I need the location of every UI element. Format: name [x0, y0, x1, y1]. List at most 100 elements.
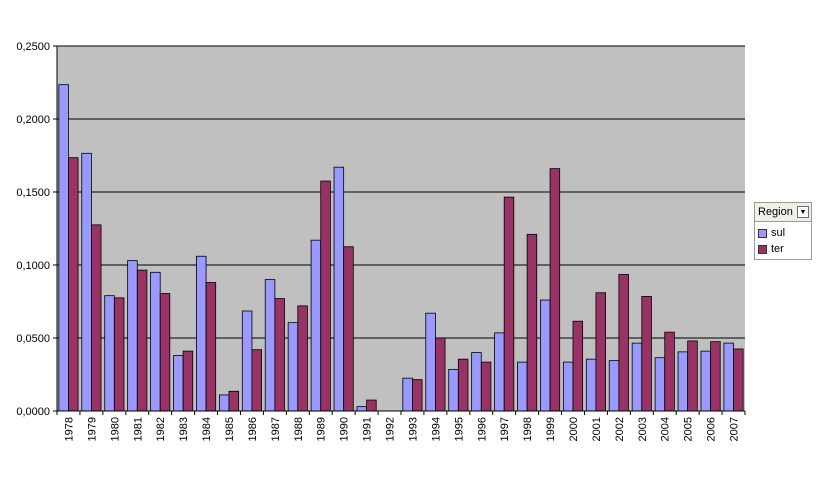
bar-sul-1978 [58, 84, 69, 412]
x-tick-label: 1986 [247, 417, 259, 441]
legend: Region ▼ sul ter [754, 202, 812, 260]
bar-ter-1995 [457, 358, 469, 412]
dropdown-arrow-icon[interactable]: ▼ [797, 206, 809, 218]
bar-sul-1989 [310, 239, 322, 412]
bar-sul-1980 [104, 295, 115, 412]
bar-sul-1986 [241, 310, 253, 412]
bar-ter-1978 [68, 157, 79, 412]
x-tick-label: 2001 [591, 417, 603, 441]
bar-ter-1984 [205, 282, 217, 412]
x-tick-label: 1992 [385, 417, 397, 441]
x-tick-label: 2004 [660, 417, 672, 441]
bar-sul-1988 [287, 322, 299, 412]
bar-ter-1994 [434, 337, 446, 412]
bar-sul-1999 [540, 299, 551, 412]
bar-sul-1979 [81, 152, 92, 412]
y-tick-label: 0,0000 [16, 406, 50, 418]
gridlines [57, 45, 745, 339]
bar-sul-2007 [723, 342, 734, 412]
x-tick-label: 2002 [614, 417, 626, 441]
bar-ter-1985 [228, 390, 240, 412]
x-tick-label: 2003 [637, 417, 649, 441]
x-tick-label: 1989 [316, 417, 328, 441]
legend-entry-ter: ter [758, 241, 808, 257]
legend-entry-sul: sul [758, 225, 808, 241]
bar-ter-1990 [343, 246, 354, 412]
y-tick-label: 0,2000 [16, 114, 50, 126]
x-tick-label: 1984 [201, 417, 213, 441]
x-tick-label: 2005 [683, 417, 695, 441]
bar-sul-1984 [196, 255, 207, 412]
bar-sul-2001 [585, 358, 597, 412]
x-tick-label: 1982 [155, 417, 167, 441]
bar-ter-1999 [549, 168, 561, 412]
bar-sul-1983 [173, 355, 184, 412]
legend-title: Region [758, 206, 793, 218]
bar-ter-2005 [687, 340, 698, 412]
x-tick-label: 1990 [339, 417, 351, 441]
bar-sul-1987 [264, 279, 276, 412]
x-tick-label: 1988 [293, 417, 305, 441]
bar-ter-1987 [274, 298, 285, 412]
x-tick-label: 1991 [362, 417, 374, 441]
bar-sul-1998 [517, 361, 528, 412]
bar-ter-1981 [136, 269, 148, 412]
bar-sul-1990 [333, 166, 345, 412]
x-tick-label: 1985 [224, 417, 236, 441]
bar-sul-1982 [150, 271, 161, 412]
bar-ter-1996 [480, 361, 492, 412]
bar-sul-2006 [700, 350, 712, 412]
legend-swatch-sul [758, 228, 767, 238]
bar-sul-1981 [127, 260, 138, 412]
bar-sul-2005 [677, 351, 689, 412]
y-tick-label: 0,0500 [16, 333, 50, 345]
legend-header[interactable]: Region ▼ [754, 202, 812, 222]
bar-sul-2003 [631, 342, 643, 412]
bar-sul-1985 [218, 394, 230, 412]
bar-sul-1991 [356, 406, 367, 412]
bar-ter-2001 [595, 292, 606, 412]
bar-sul-1993 [402, 377, 413, 412]
y-tick-label: 0,1000 [16, 260, 50, 272]
x-tick-label: 1999 [545, 417, 557, 441]
bar-sul-1996 [471, 352, 482, 412]
bar-sul-2002 [608, 360, 620, 412]
bar-sul-1994 [425, 312, 436, 412]
x-tick-label: 1997 [499, 417, 511, 441]
bar-ter-2002 [618, 274, 629, 412]
axes: 0,0000 0,0500 0,1000 0,1500 0,2000 0,2500 1978… [16, 41, 746, 441]
bar-ter-2006 [710, 341, 721, 412]
bar-ter-1983 [182, 350, 194, 412]
x-tick-label: 1996 [476, 417, 488, 441]
bar-ter-2000 [572, 320, 584, 412]
x-tick-label: 2000 [568, 417, 580, 441]
bar-sul-1995 [448, 368, 459, 412]
x-tick-label: 2007 [729, 417, 741, 441]
legend-swatch-ter [758, 244, 767, 254]
bar-sul-2004 [654, 357, 666, 412]
x-tick-label: 1995 [453, 417, 465, 441]
bar-ter-2007 [733, 348, 744, 412]
bar-ter-2004 [664, 331, 675, 412]
bar-ter-1993 [412, 379, 423, 412]
x-tick-label: 1983 [178, 417, 190, 441]
x-tick-label: 1978 [63, 417, 75, 441]
y-tick-label: 0,2500 [16, 41, 50, 53]
x-tick-label: 1998 [522, 417, 534, 441]
bar-ter-1980 [113, 297, 125, 412]
x-tick-label: 1981 [132, 417, 144, 441]
x-tick-label: 1987 [270, 417, 282, 441]
plot-area [57, 46, 745, 411]
bar-ter-1989 [320, 180, 331, 412]
bar-ter-1986 [251, 349, 262, 412]
x-tick-label: 1979 [86, 417, 98, 441]
legend-label-ter: ter [771, 243, 784, 255]
x-tick-label: 2006 [706, 417, 718, 441]
bar-ter-1988 [297, 305, 308, 412]
x-tick-label: 1994 [430, 417, 442, 441]
bar-ter-2003 [641, 295, 652, 412]
bar-ter-1979 [91, 224, 102, 412]
legend-label-sul: sul [771, 227, 786, 239]
x-tick-label: 1993 [407, 417, 419, 441]
